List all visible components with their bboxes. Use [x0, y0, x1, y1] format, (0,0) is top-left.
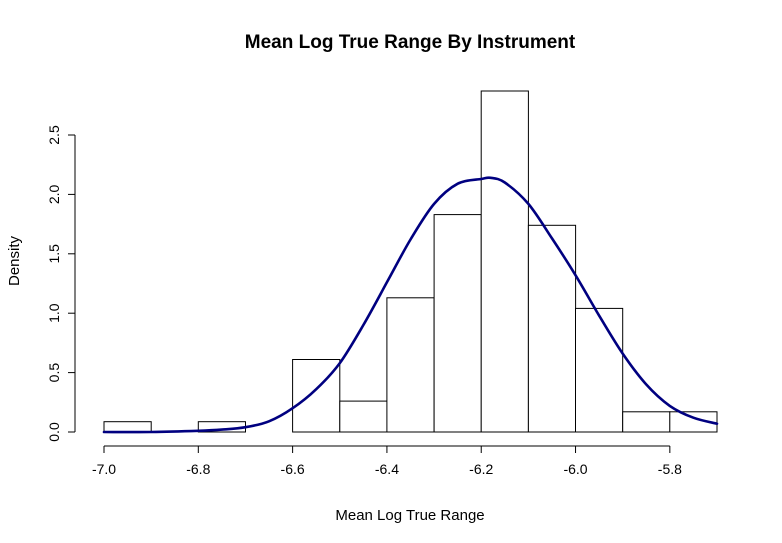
chart-title: Mean Log True Range By Instrument — [245, 32, 576, 53]
x-tick-label: -5.8 — [658, 461, 682, 477]
y-axis-label: Density — [6, 235, 23, 286]
y-tick-label: 0.5 — [46, 363, 62, 383]
y-axis: 0.0 0.5 1.0 1.5 2.0 2.5 — [46, 125, 76, 442]
histogram-bar-1 — [103, 421, 152, 433]
histogram-bar-10 — [527, 224, 577, 433]
y-tick-label: 2.0 — [46, 184, 62, 204]
y-tick-label: 0.0 — [46, 422, 62, 442]
histogram-bar-13 — [669, 411, 718, 433]
density-curve-layer — [102, 176, 719, 434]
histogram-bar-6 — [339, 400, 388, 433]
x-tick-label: -7.0 — [92, 461, 116, 477]
x-axis: -7.0 -6.8 -6.6 -6.4 -6.2 -6.0 -5.8 — [92, 445, 682, 477]
histogram-bar-11 — [575, 307, 624, 433]
density-curve — [102, 176, 719, 434]
x-axis-label: Mean Log True Range — [335, 507, 484, 524]
histogram-bars — [103, 90, 718, 433]
x-tick-label: -6.8 — [186, 461, 210, 477]
histogram-bar-9 — [480, 90, 529, 433]
y-tick-label: 1.0 — [46, 303, 62, 323]
x-tick-label: -6.6 — [281, 461, 305, 477]
y-tick-label: 2.5 — [46, 125, 62, 145]
x-tick-label: -6.0 — [563, 461, 587, 477]
histogram-bar-12 — [622, 411, 671, 433]
x-tick-label: -6.2 — [469, 461, 493, 477]
histogram-bar-8 — [433, 214, 482, 433]
x-tick-label: -6.4 — [375, 461, 399, 477]
y-tick-label: 1.5 — [46, 244, 62, 264]
histogram-bar-7 — [386, 297, 435, 433]
